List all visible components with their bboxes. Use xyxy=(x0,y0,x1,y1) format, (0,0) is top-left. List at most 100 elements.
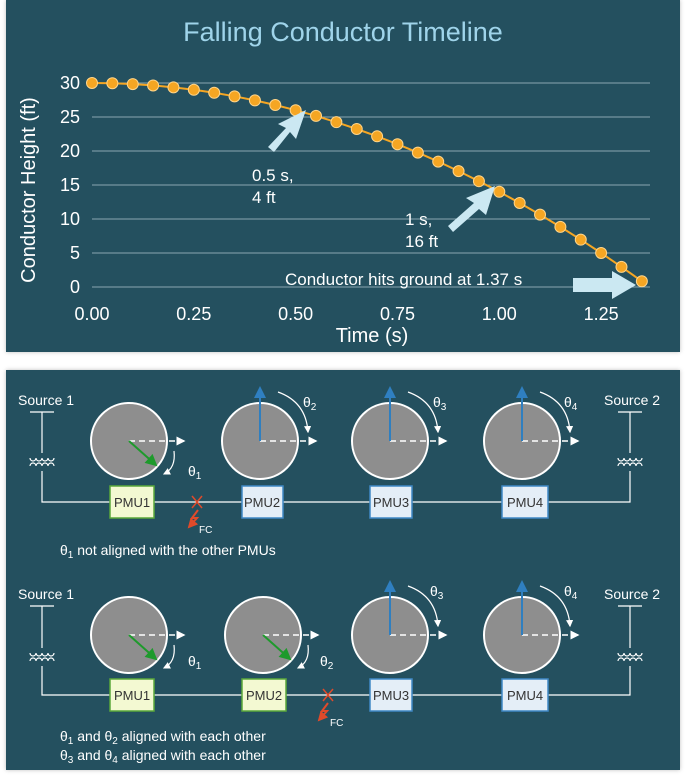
data-point xyxy=(350,122,363,135)
scenario-2: Source 1 Source 2 xyxy=(18,580,660,766)
pmu-alignment-diagram: Source 1 Source 2 xyxy=(18,386,660,766)
source-2-transformer xyxy=(548,605,643,696)
data-point xyxy=(554,220,567,233)
phasor-circle-2: θ2 xyxy=(224,596,334,674)
phasor-circle-3: θ3 xyxy=(351,386,448,480)
theta-2-label: θ2 xyxy=(320,653,334,672)
source-1-label: Source 1 xyxy=(18,586,74,602)
phasor-circle-4: θ4 xyxy=(483,580,580,674)
falling-conductor-chart: Falling Conductor Timeline 051015202530 … xyxy=(18,17,650,347)
scenario-2-caption-line1: θ1 and θ2 aligned with each other xyxy=(60,728,266,747)
theta-3-label: θ3 xyxy=(430,583,444,602)
pmu4-box[interactable]: PMU4 xyxy=(501,485,549,519)
data-point xyxy=(167,81,180,94)
scenario-1: Source 1 Source 2 xyxy=(18,386,660,561)
pmu2-box[interactable]: PMU2 xyxy=(241,485,284,519)
source-2-label: Source 2 xyxy=(604,392,660,408)
theta-3-label: θ3 xyxy=(433,394,447,413)
theta-1-label: θ1 xyxy=(188,653,202,672)
pmu1-label: PMU1 xyxy=(114,495,150,510)
y-axis-ticks: 0 5 10 15 20 25 30 xyxy=(60,73,80,297)
pmu3-box[interactable]: PMU3 xyxy=(369,678,413,712)
y-tick-label: 10 xyxy=(60,209,80,229)
data-point xyxy=(635,275,648,288)
y-tick-label: 20 xyxy=(60,141,80,161)
lightning-icon xyxy=(317,702,330,722)
y-tick-label: 25 xyxy=(60,107,80,127)
theta-2-label: θ2 xyxy=(303,394,317,413)
pmu4-label: PMU4 xyxy=(507,495,543,510)
pmu3-label: PMU3 xyxy=(373,495,409,510)
data-point xyxy=(208,86,221,99)
theta-4-label: θ4 xyxy=(564,583,578,602)
fault-marker: FC xyxy=(187,495,212,536)
x-axis-label: Time (s) xyxy=(336,325,409,347)
data-point xyxy=(534,208,547,221)
data-point xyxy=(147,79,160,92)
data-point xyxy=(310,109,323,122)
x-tick-label: 1.00 xyxy=(482,304,517,324)
annotation-text-line1: 1 s, xyxy=(405,210,432,229)
pmu1-box[interactable]: PMU1 xyxy=(109,485,155,519)
pmu3-label: PMU3 xyxy=(373,688,409,703)
annotation-text: Conductor hits ground at 1.37 s xyxy=(285,270,522,289)
x-tick-label: 1.25 xyxy=(584,304,619,324)
y-axis-label: Conductor Height (ft) xyxy=(18,97,40,283)
chart-panel: Falling Conductor Timeline 0 5 10 15 20 25 30 … xyxy=(6,0,680,352)
fault-label: FC xyxy=(330,718,343,729)
data-point xyxy=(472,175,485,188)
pmu-diagram-panel: Source 1 Source 2 xyxy=(6,370,680,770)
pmu4-label: PMU4 xyxy=(507,688,543,703)
source-2-label: Source 2 xyxy=(604,586,660,602)
source-1-transformer xyxy=(29,605,110,696)
data-points xyxy=(86,77,648,288)
lightning-icon xyxy=(187,509,200,529)
pmu4-box[interactable]: PMU4 xyxy=(501,678,549,712)
data-point xyxy=(432,155,445,168)
data-point xyxy=(126,78,139,91)
phasor-circle-3: θ3 xyxy=(351,580,448,674)
phasor-circle-2: θ2 xyxy=(221,386,318,480)
pmu2-label: PMU2 xyxy=(246,688,282,703)
phasor-circle-1: θ1 xyxy=(90,402,202,482)
pmu2-label: PMU2 xyxy=(244,495,280,510)
data-point xyxy=(371,130,384,143)
pmu1-box[interactable]: PMU1 xyxy=(109,678,155,712)
data-point xyxy=(452,165,465,178)
source-1-transformer xyxy=(29,411,110,503)
data-point xyxy=(330,116,343,129)
data-point xyxy=(391,138,404,151)
data-point xyxy=(513,196,526,209)
theta-4-label: θ4 xyxy=(564,394,578,413)
annotation-arrow xyxy=(573,271,636,299)
data-point xyxy=(493,185,506,198)
data-point xyxy=(269,99,282,112)
annotation-arrow xyxy=(448,186,495,232)
annotation-arrow xyxy=(268,110,306,152)
annotation-hits-ground: Conductor hits ground at 1.37 s xyxy=(285,270,636,299)
pmu3-box[interactable]: PMU3 xyxy=(369,485,413,519)
y-tick-label: 5 xyxy=(70,243,80,263)
annotation-one-second: 1 s, 16 ft xyxy=(405,186,495,251)
x-tick-label: 0.25 xyxy=(176,304,211,324)
theta-1-label: θ1 xyxy=(188,463,202,482)
pmu2-box[interactable]: PMU2 xyxy=(241,678,287,712)
data-point xyxy=(595,247,608,259)
scenario-1-caption: θ1 not aligned with the other PMUs xyxy=(60,542,276,561)
annotation-text-line2: 4 ft xyxy=(252,188,276,207)
phasor-circle-4: θ4 xyxy=(483,386,580,480)
scenario-2-caption-line2: θ3 and θ4 aligned with each other xyxy=(60,747,266,766)
data-point xyxy=(248,94,261,107)
pmu1-label: PMU1 xyxy=(114,688,150,703)
annotation-text-line2: 16 ft xyxy=(405,232,438,251)
fault-marker: FC xyxy=(317,688,343,729)
fault-label: FC xyxy=(199,525,212,536)
annotation-text-line1: 0.5 s, xyxy=(252,166,294,185)
x-axis-ticks: 0.00 0.25 0.50 0.75 1.00 1.25 xyxy=(74,304,618,324)
data-point xyxy=(574,233,587,246)
data-point xyxy=(411,146,424,159)
y-tick-label: 0 xyxy=(70,277,80,297)
x-tick-label: 0.50 xyxy=(278,304,313,324)
data-point xyxy=(615,260,628,273)
data-point xyxy=(106,77,119,90)
